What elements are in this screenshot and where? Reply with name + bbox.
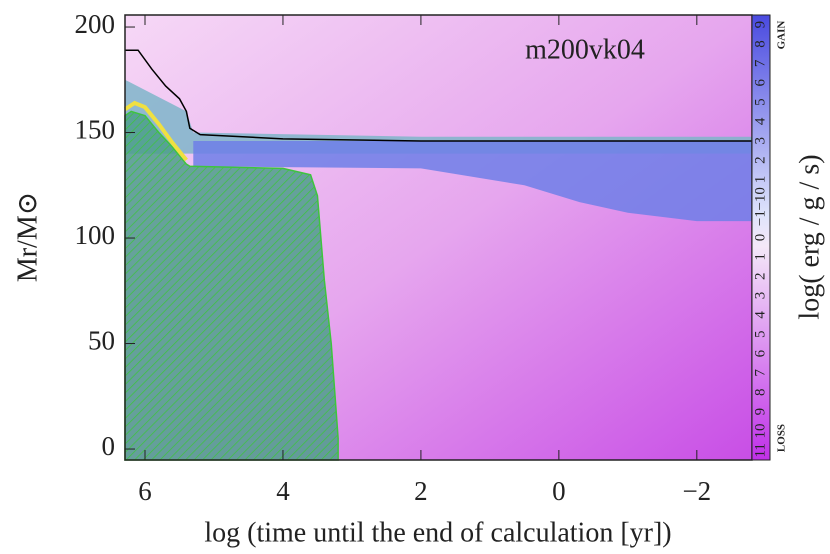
x-tick-label: 4	[276, 476, 290, 506]
region	[193, 140, 753, 222]
y-tick-label: 0	[102, 431, 116, 461]
colorbar-tick-label: 7	[752, 59, 768, 67]
gain-label: GAIN	[776, 21, 788, 50]
y-tick-label: 50	[88, 326, 115, 356]
x-axis-label: log (time until the end of calculation […	[204, 517, 671, 548]
colorbar-tick-label: 9	[752, 408, 768, 416]
y-tick-label: 150	[75, 115, 116, 145]
x-tick-label: −2	[682, 476, 711, 506]
line	[123, 100, 188, 162]
colorbar-tick-label: 3	[752, 292, 768, 300]
colorbar	[751, 14, 771, 461]
colorbar-tick-label: 0	[752, 234, 768, 242]
colorbar-tick-label: 6	[752, 78, 768, 86]
colorbar-tick-label: 9	[752, 21, 768, 29]
colorbar-tick-label: 2	[752, 156, 768, 164]
colorbar-tick-label: 7	[752, 369, 768, 377]
colorbar-tick-label: 8	[752, 389, 768, 397]
colorbar-tick-label: 4	[752, 311, 768, 319]
colorbar-tick-label: 5	[752, 98, 768, 106]
loss-label: LOSS	[776, 424, 788, 452]
colorbar-tick-label: 11	[752, 443, 768, 457]
y-tick-label: 200	[75, 9, 116, 39]
colorbar-label: log( erg / g / s)	[794, 154, 825, 319]
y-tick-label: 100	[75, 220, 116, 250]
annotation: m200vk04	[525, 34, 645, 65]
colorbar-tick-label: 10	[752, 423, 768, 438]
colorbar-tick-label: 1	[752, 176, 768, 184]
colorbar-tick-label: −10	[752, 187, 768, 210]
colorbar-tick-label: −1	[752, 210, 768, 226]
colorbar-tick-label: 5	[752, 330, 768, 338]
colorbar-tick-label: 2	[752, 272, 768, 280]
y-axis-label: Mr/M⊙	[12, 192, 43, 282]
x-tick-label: 6	[138, 476, 152, 506]
colorbar-tick-label: 4	[752, 117, 768, 125]
colorbar-tick-label: 6	[752, 349, 768, 357]
colorbar-tick-label: 1	[752, 253, 768, 261]
region	[125, 79, 752, 154]
x-tick-label: 2	[414, 476, 428, 506]
x-tick-label: 0	[552, 476, 566, 506]
region-hatch	[124, 110, 339, 461]
colorbar-tick-label: 3	[752, 137, 768, 145]
line	[125, 49, 752, 142]
colorbar-tick-label: 8	[752, 40, 768, 48]
